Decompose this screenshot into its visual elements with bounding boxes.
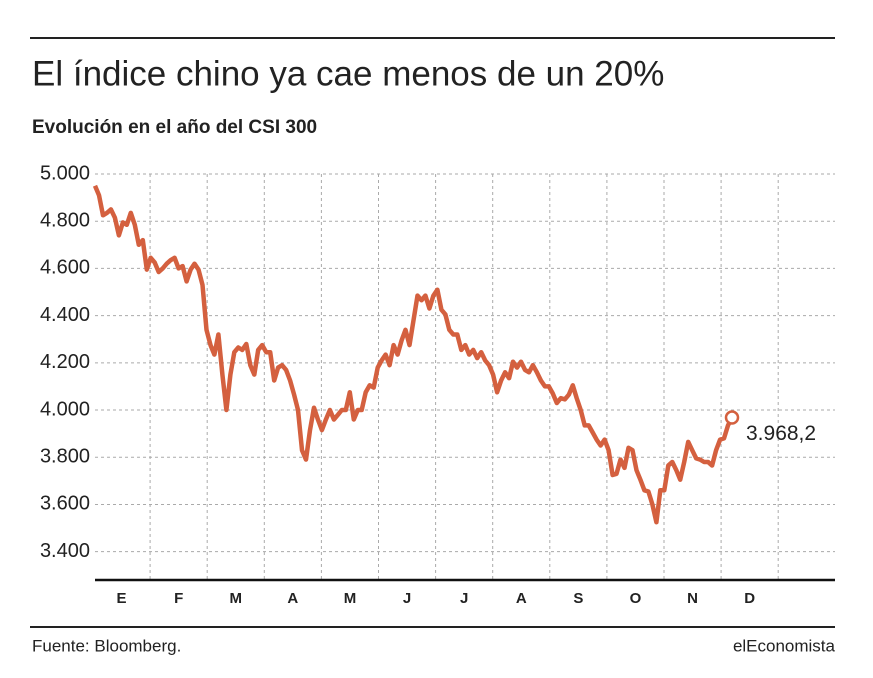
x-tick-label: E — [117, 590, 127, 607]
price-line — [92, 184, 735, 525]
x-tick-label: J — [460, 590, 468, 607]
x-tick-label: A — [516, 590, 527, 607]
x-tick-label: O — [630, 590, 642, 607]
y-tick-label: 4.600 — [40, 257, 90, 279]
x-tick-label: S — [573, 590, 583, 607]
x-tick-label: A — [287, 590, 298, 607]
chart-subtitle: Evolución en el año del CSI 300 — [32, 117, 317, 138]
y-tick-label: 3.800 — [40, 446, 90, 468]
x-tick-label: F — [174, 590, 183, 607]
x-tick-label: M — [344, 590, 357, 607]
y-tick-label: 4.000 — [40, 398, 90, 420]
y-tick-label: 4.400 — [40, 304, 90, 326]
brand: elEconomista — [733, 636, 836, 655]
last-point — [724, 410, 740, 425]
x-tick-label: M — [230, 590, 243, 607]
y-tick-label: 3.400 — [40, 540, 90, 562]
y-tick-label: 3.600 — [40, 493, 90, 515]
x-tick-label: N — [687, 590, 698, 607]
y-tick-label: 5.000 — [40, 162, 90, 184]
x-tick-label: J — [403, 590, 411, 607]
source: Fuente: Bloomberg. — [32, 636, 181, 655]
y-tick-label: 4.800 — [40, 209, 90, 231]
last-value-label: 3.968,2 — [746, 422, 816, 445]
y-tick-label: 4.200 — [40, 351, 90, 373]
chart-title: El índice chino ya cae menos de un 20% — [32, 54, 664, 93]
x-tick-label: D — [744, 590, 755, 607]
